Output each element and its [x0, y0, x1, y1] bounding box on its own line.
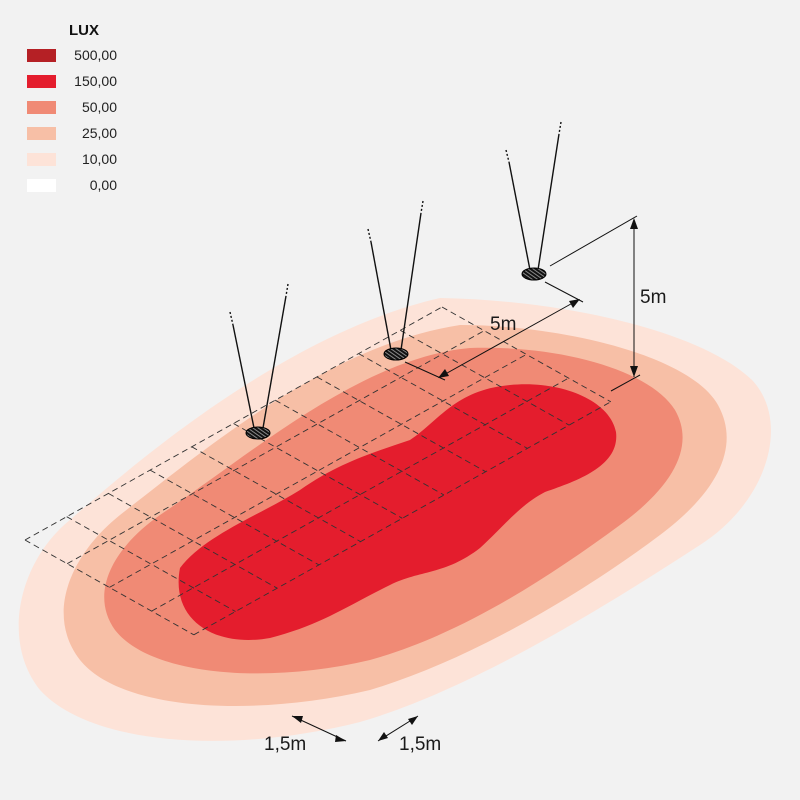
grid-dimension-b-label: 1,5m [399, 734, 441, 755]
grid-line-short [191, 446, 361, 542]
legend-swatch-500 [27, 48, 56, 62]
grid-dimension-b [377, 715, 419, 742]
grid-line-short [66, 516, 236, 612]
legend-title: LUX [69, 22, 99, 39]
spacing-dimension-label: 5m [490, 314, 516, 335]
legend-row-10: 10,00 [27, 146, 117, 172]
floor-grid [24, 306, 612, 636]
grid-line-short [358, 353, 528, 449]
grid-line-short [149, 469, 320, 566]
legend-value-25: 25,00 [81, 125, 117, 141]
pendant-luminaire-icon [383, 347, 409, 361]
grid-line-short [24, 539, 195, 636]
legend-swatch-10 [27, 152, 56, 166]
legend-value-0: 0,00 [89, 177, 117, 193]
grid-line-short [108, 493, 278, 589]
grid-line-short [441, 306, 612, 403]
legend-value-150: 150,00 [74, 73, 117, 89]
legend-row-25: 25,00 [27, 120, 117, 146]
spacing-dimension [404, 281, 584, 381]
grid-line-short [400, 329, 570, 426]
legend-row-0: 0,00 [27, 172, 117, 198]
lux-legend: LUX 500,00 150,00 50,00 25,00 10,00 0,00 [27, 20, 117, 198]
grid-dimension-a [291, 715, 347, 742]
suspension-wires-dashed-tips [229, 121, 562, 326]
grid-line-short [316, 376, 486, 473]
legend-value-500: 500,00 [74, 47, 117, 63]
grid-line-short [274, 399, 445, 496]
grid-dimension-a-label: 1,5m [264, 734, 306, 755]
legend-row-150: 150,00 [27, 68, 117, 94]
grid-line-short [233, 423, 403, 519]
legend-swatch-25 [27, 126, 56, 140]
legend-swatch-50 [27, 100, 56, 114]
pendant-luminaire-icon [521, 267, 547, 281]
suspension-wires [232, 133, 560, 429]
legend-row-50: 50,00 [27, 94, 117, 120]
legend-value-10: 10,00 [81, 151, 117, 167]
height-dimension [549, 215, 641, 392]
height-dimension-label: 5m [640, 287, 666, 308]
lux-zone-150 [178, 384, 617, 641]
legend-row-500: 500,00 [27, 42, 117, 68]
legend-swatch-0 [27, 178, 56, 192]
pendant-luminaire-icon [245, 426, 271, 440]
legend-value-50: 50,00 [81, 99, 117, 115]
legend-swatch-150 [27, 74, 56, 88]
